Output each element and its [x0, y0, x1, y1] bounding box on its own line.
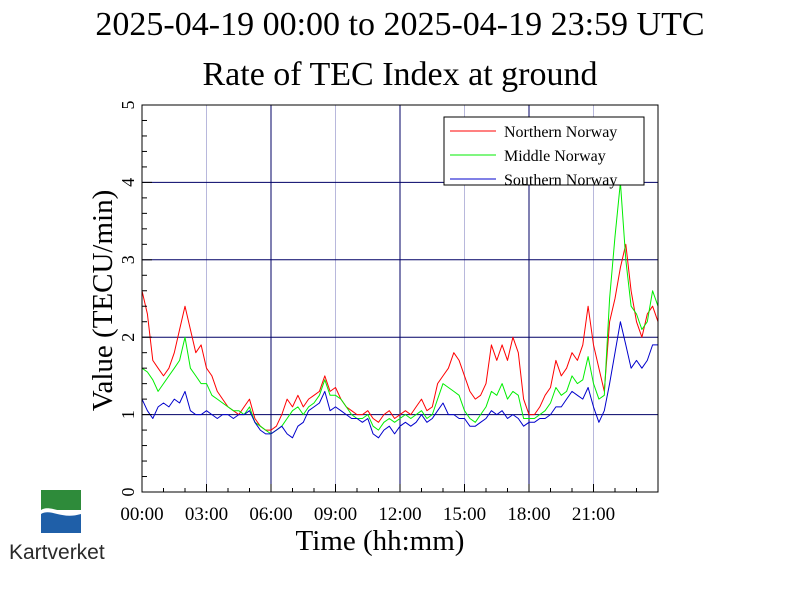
legend-label: Northern Norway: [504, 124, 617, 141]
chart-title: Rate of TEC Index at ground: [202, 56, 598, 93]
legend-label: Southern Norway: [504, 172, 617, 189]
y-tick-label: 5: [118, 101, 138, 110]
y-tick-label: 2: [118, 333, 138, 342]
x-tick-label: 00:00: [120, 504, 163, 525]
kartverket-logo-icon: [8, 490, 112, 570]
y-axis-label: Value (TECU/min): [87, 190, 119, 411]
series-line-southern-norway: [141, 321, 658, 439]
logo-name: Kartverket: [9, 541, 105, 564]
x-tick-label: 21:00: [572, 504, 615, 525]
y-tick-label: 0: [118, 488, 138, 497]
x-tick-label: 15:00: [443, 504, 486, 525]
legend-box: [443, 116, 645, 186]
y-tick-label: 1: [118, 410, 138, 419]
x-tick-label: 18:00: [507, 504, 550, 525]
x-tick-label: 09:00: [314, 504, 357, 525]
x-tick-label: 06:00: [249, 504, 292, 525]
y-tick-label: 3: [118, 255, 138, 264]
date-range-title: 2025-04-19 00:00 to 2025-04-19 23:59 UTC: [95, 6, 705, 43]
x-axis-label: Time (hh:mm): [296, 525, 465, 557]
x-tick-label: 03:00: [185, 504, 228, 525]
y-tick-label: 4: [118, 178, 138, 187]
x-tick-label: 12:00: [378, 504, 421, 525]
series-line-middle-norway: [141, 181, 659, 435]
legend-label: Middle Norway: [504, 148, 606, 165]
